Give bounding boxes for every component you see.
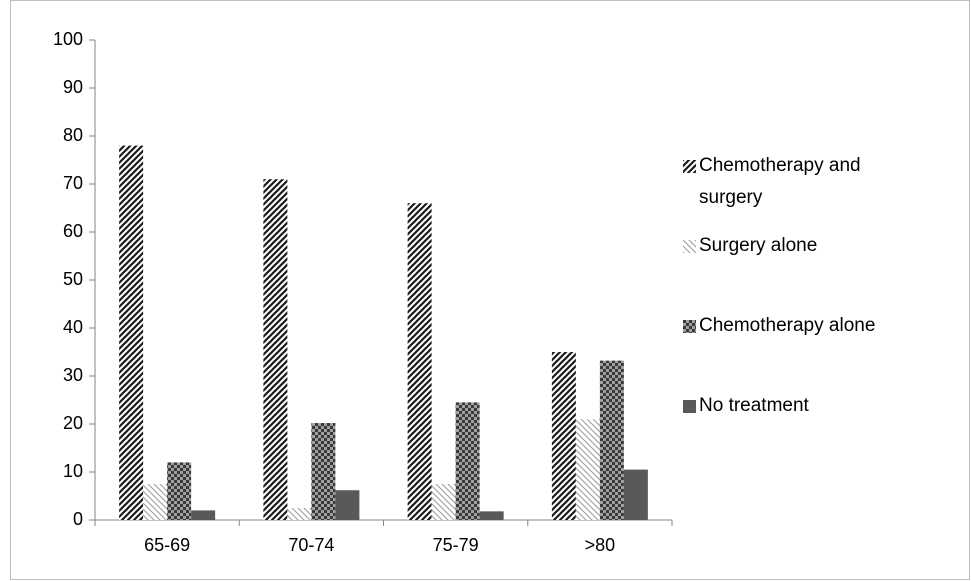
bar [455,402,480,520]
y-tick-label: 100 [53,29,83,49]
x-tick-label: 65-69 [144,535,190,555]
bar [191,510,216,520]
chart-border [10,0,970,580]
bar [551,352,576,520]
y-tick-label: 10 [63,461,83,481]
bar [623,469,648,520]
legend-swatch [683,160,696,173]
y-tick-label: 80 [63,125,83,145]
bar [287,508,312,520]
legend-label: Chemotherapy alone [699,315,876,336]
bar [143,484,168,520]
legend-entry: Chemotherapy and surgery [683,150,904,214]
y-tick-label: 50 [63,269,83,289]
legend-swatch [683,240,696,253]
bar [479,511,504,520]
bar [167,462,192,520]
legend-entry: Chemotherapy alone [683,310,904,342]
legend-label: No treatment [699,395,809,416]
x-tick-label: >80 [585,535,616,555]
y-tick-label: 20 [63,413,83,433]
bar [599,360,624,520]
bar [575,419,600,520]
x-tick-label: 70-74 [288,535,334,555]
bar [263,179,288,520]
legend-entry: Surgery alone [683,230,904,262]
bar [119,145,144,520]
y-tick-label: 0 [73,509,83,529]
y-tick-label: 60 [63,221,83,241]
legend-label: Surgery alone [699,235,818,256]
y-tick-label: 90 [63,77,83,97]
y-tick-label: 30 [63,365,83,385]
legend-swatch [683,320,696,333]
bar [407,203,432,520]
bar [311,423,336,520]
y-tick-label: 70 [63,173,83,193]
bar [431,484,456,520]
x-tick-label: 75-79 [433,535,479,555]
legend-label: Chemotherapy and surgery [699,155,861,208]
legend-entry: No treatment [683,390,904,422]
y-tick-label: 40 [63,317,83,337]
legend-swatch [683,400,696,413]
bar [335,490,360,520]
